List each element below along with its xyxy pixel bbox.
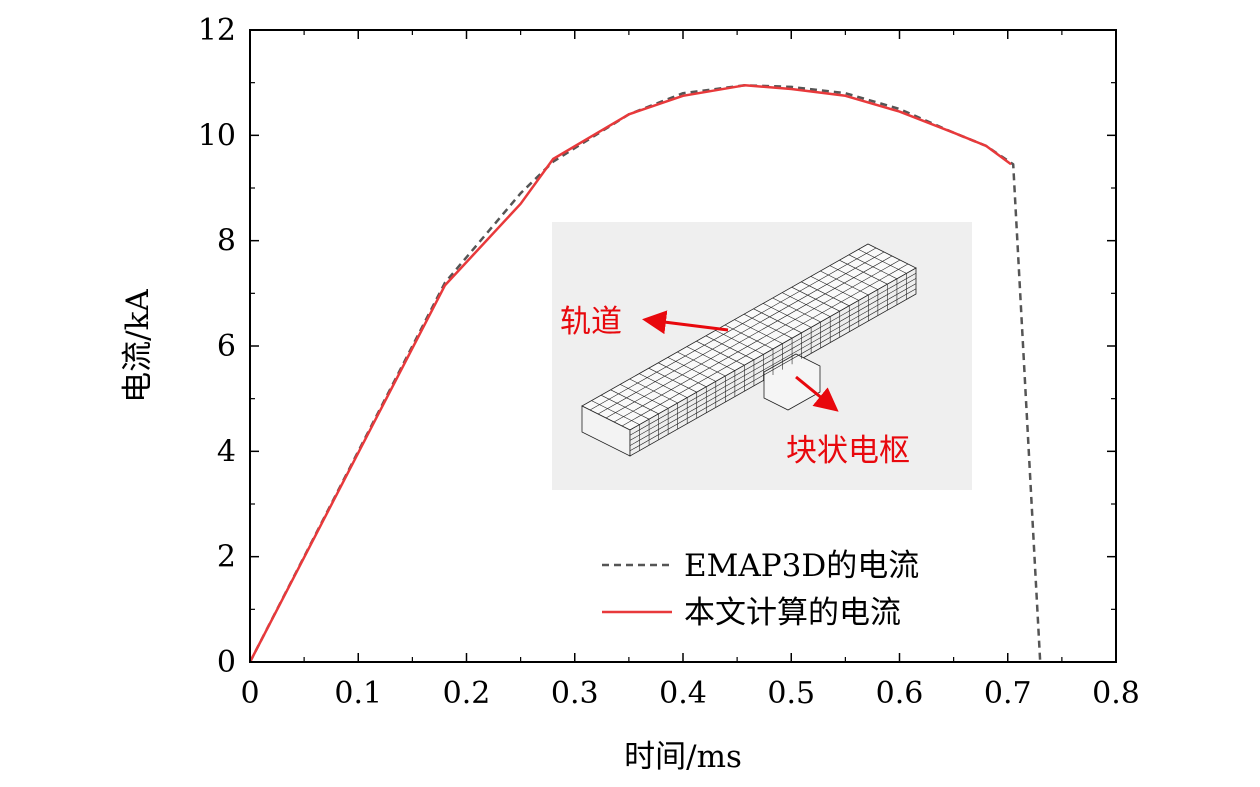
mesh-grid [589, 247, 917, 452]
legend-label-emap3d: EMAP3D的电流 [684, 548, 919, 584]
inset-label-armature: 块状电枢 [786, 433, 910, 469]
arrow-rail [642, 310, 729, 335]
y-tick-label: 0 [217, 645, 236, 680]
x-tick-label: 0.5 [767, 676, 815, 711]
y-tick-label: 2 [217, 540, 236, 575]
x-tick-label: 0.6 [876, 676, 924, 711]
x-tick-label: 0.2 [443, 676, 491, 711]
x-axis-title: 时间/ms [624, 739, 742, 775]
y-tick-label: 8 [217, 224, 236, 259]
y-axis-title: 电流/kA [120, 289, 156, 403]
series-line-calculated [248, 84, 1012, 663]
arrow-armature [795, 375, 839, 412]
inset-label-rail: 轨道 [560, 304, 622, 340]
x-tick-label: 0 [240, 676, 259, 711]
x-tick-label: 0.8 [1092, 676, 1140, 711]
y-tick-label: 4 [217, 434, 236, 469]
x-tick-label: 0.3 [551, 676, 599, 711]
mesh-drawing [581, 243, 917, 457]
y-tick-label: 12 [198, 13, 236, 48]
x-tick-label: 0.7 [984, 676, 1032, 711]
y-tick-label: 10 [198, 118, 236, 153]
plot-frame [249, 29, 1117, 663]
series-layer [248, 84, 1042, 663]
legend-label-calculated: 本文计算的电流 [684, 595, 901, 631]
y-tick-label: 6 [217, 329, 236, 364]
x-tick-label: 0.4 [659, 676, 707, 711]
legend: EMAP3D的电流 本文计算的电流 [602, 548, 919, 631]
x-tick-label: 0.1 [334, 676, 382, 711]
